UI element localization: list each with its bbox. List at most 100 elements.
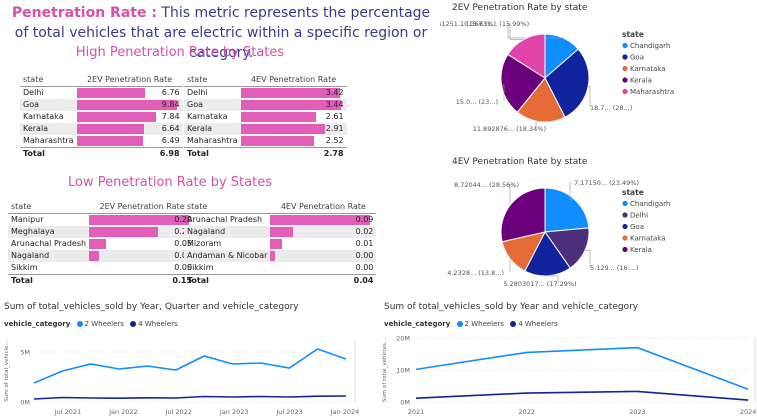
- rate-value: 7.84: [161, 112, 180, 121]
- table-row[interactable]: Sikkim 0.00: [184, 262, 376, 275]
- table-row[interactable]: Kerala 2.91: [184, 123, 347, 135]
- series-line-2-wheelers[interactable]: [33, 348, 347, 384]
- legend-marker-icon: [622, 200, 628, 207]
- legend-item[interactable]: Delhi: [630, 212, 648, 220]
- pie-data-label: 5.129... (16....): [590, 264, 638, 272]
- table-row[interactable]: Kerala 6.64: [20, 123, 183, 135]
- column-header-state[interactable]: state: [184, 201, 271, 214]
- row-rate: 2.91: [240, 123, 347, 135]
- pie-slice-chandigarh[interactable]: [544, 187, 590, 233]
- pie-leader-line: [588, 86, 591, 107]
- pie-data-label: 8.841251... (13.63%): [440, 20, 496, 28]
- y-tick-label: 5M: [20, 349, 30, 357]
- row-state: Delhi: [187, 88, 208, 97]
- rate-value: 6.49: [161, 136, 180, 145]
- table-row[interactable]: Goa 3.44: [184, 99, 347, 111]
- table-row[interactable]: Karnataka 2.61: [184, 111, 347, 123]
- table-row[interactable]: Nagaland 0.02: [184, 226, 377, 238]
- table-row[interactable]: Arunachal Pradesh 0.05: [8, 238, 195, 250]
- column-header-state[interactable]: state: [8, 201, 90, 214]
- table-row[interactable]: Mizoram 0.01: [184, 238, 376, 250]
- row-state: Kerala: [184, 123, 241, 135]
- series-line-2-wheelers[interactable]: [415, 346, 749, 390]
- legend-item[interactable]: Karnataka: [630, 235, 666, 243]
- table-row[interactable]: Karnataka 7.84: [20, 111, 183, 123]
- row-rate: 7.84: [76, 111, 183, 123]
- pie-slice-maharashtra[interactable]: [507, 33, 546, 79]
- pie-2ev-chart[interactable]: 8.841251... (13.63%) 18.7... (28...) 11.89…: [440, 14, 757, 144]
- legend-item[interactable]: Kerala: [630, 77, 652, 85]
- table-high-4ev[interactable]: state 4EV Penetration Rate Delhi 3.42 Goa 3.4…: [184, 74, 347, 160]
- legend-item[interactable]: Goa: [630, 54, 644, 62]
- rate-bar: [240, 88, 340, 98]
- row-rate: 0.00: [270, 262, 376, 275]
- legend-item[interactable]: Chandigarh: [630, 200, 670, 208]
- line-quarter-chart[interactable]: 0M 5M Sum of total_vehicle... Jul 2021 Jan 2…: [0, 330, 365, 418]
- table-row[interactable]: Andaman & Nicobar 0.00: [184, 250, 377, 262]
- row-state: Arunachal Pradesh: [11, 239, 87, 248]
- table-row[interactable]: Goa 9.84: [20, 99, 183, 111]
- rate-value: 0.00: [355, 251, 374, 260]
- scrollbar-track[interactable]: [754, 338, 756, 402]
- rate-value: 3.44: [325, 100, 344, 109]
- legend-item[interactable]: Goa: [630, 223, 644, 231]
- rate-value: 0.09: [355, 215, 374, 224]
- pie-data-label: 7.17150... (23.49%): [574, 179, 639, 187]
- pie-slice-goa[interactable]: [544, 48, 590, 118]
- row-rate: 6.49: [76, 135, 183, 148]
- rate-bar: [240, 124, 326, 134]
- table-row[interactable]: Delhi 3.42: [184, 87, 347, 100]
- pie-data-label: 8.72044... (28.56%): [454, 181, 519, 189]
- pie-slice-kerala[interactable]: [500, 187, 546, 243]
- x-tick-label: Jan 2024: [330, 408, 360, 416]
- column-header-rate[interactable]: 4EV Penetration Rate: [240, 74, 347, 87]
- legend-item[interactable]: Maharashtra: [630, 88, 674, 96]
- row-rate: 0.00: [270, 250, 377, 262]
- row-rate: 2.52: [240, 135, 347, 148]
- y-tick-label: 10M: [396, 367, 410, 375]
- legend-item[interactable]: Kerala: [630, 246, 652, 254]
- series-line-4-wheelers[interactable]: [33, 395, 347, 400]
- column-header-state[interactable]: state: [20, 74, 77, 87]
- penetration-rate-description: Penetration Rate : This metric represent…: [6, 3, 436, 63]
- y-tick-label: 0M: [400, 399, 410, 407]
- table-row[interactable]: Nagaland 0.03: [8, 250, 196, 262]
- pie-slice-goa[interactable]: [524, 231, 571, 277]
- table-row[interactable]: Delhi 6.76: [20, 87, 183, 100]
- column-header-rate[interactable]: 4EV Penetration Rate: [270, 201, 377, 214]
- line-year-chart[interactable]: 0M 10M 20M Sum of total_vehicles... 2021 2022…: [378, 330, 757, 418]
- high-penetration-title: High Penetration Rate by States: [75, 45, 285, 60]
- table-row[interactable]: Arunachal Pradesh 0.09: [184, 214, 376, 227]
- column-header-rate[interactable]: 2EV Penetration Rate: [89, 201, 196, 214]
- total-label: Total: [184, 147, 241, 160]
- pie-4ev-chart[interactable]: 7.17150... (23.49%) 5.129... (16....) 5.28…: [440, 168, 757, 293]
- legend-2w-marker-icon: [76, 321, 83, 327]
- column-header-rate[interactable]: 2EV Penetration Rate: [76, 74, 183, 87]
- legend-item[interactable]: Karnataka: [630, 65, 666, 73]
- pie-slice-delhi[interactable]: [544, 227, 590, 269]
- legend-item[interactable]: Chandigarh: [630, 42, 670, 50]
- table-row[interactable]: Sikkim 0.00: [8, 262, 195, 275]
- scrollbar-track[interactable]: [354, 340, 356, 402]
- line-quarter-title: Sum of total_vehicles_sold by Year, Quar…: [4, 302, 299, 312]
- row-state: Mizoram: [187, 239, 222, 248]
- pie-data-label: 10.36731... (15.99%): [460, 20, 529, 28]
- table-low-4ev[interactable]: state 4EV Penetration Rate Arunachal Prade…: [184, 201, 377, 287]
- table-total-row: Total 2.78: [184, 147, 347, 160]
- series-line-4-wheelers[interactable]: [415, 390, 749, 401]
- legend-marker-icon: [622, 54, 628, 60]
- table-low-2ev[interactable]: state 2EV Penetration Rate Manipur 0.29 Megh…: [8, 201, 196, 287]
- table-row[interactable]: Meghalaya 0.20: [8, 226, 196, 238]
- rate-value: 2.91: [325, 124, 344, 133]
- rate-value: 0.05: [174, 239, 193, 248]
- pie-leader-line: [535, 121, 541, 128]
- penetration-rate-text: This metric represents the percentage of…: [14, 5, 431, 61]
- table-row[interactable]: Manipur 0.29: [8, 214, 195, 227]
- column-header-state[interactable]: state: [184, 74, 241, 87]
- table-row[interactable]: Maharashtra 2.52: [184, 135, 347, 148]
- pie-data-label: 15.0... (23...): [456, 98, 498, 106]
- rate-bar: [76, 136, 143, 146]
- table-row[interactable]: Maharashtra 6.49: [20, 135, 183, 148]
- table-high-2ev[interactable]: state 2EV Penetration Rate Delhi 6.76 Goa 9.8…: [20, 74, 183, 160]
- row-state: Meghalaya: [8, 226, 90, 238]
